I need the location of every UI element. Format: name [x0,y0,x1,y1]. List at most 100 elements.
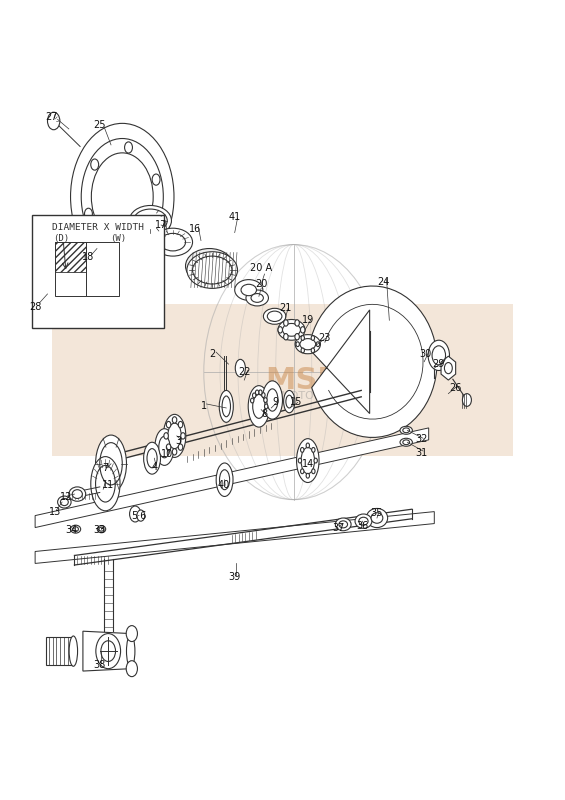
Text: 4: 4 [151,462,158,472]
Circle shape [85,208,93,219]
Circle shape [146,223,154,234]
Ellipse shape [295,334,320,354]
Text: 39: 39 [229,572,241,582]
Ellipse shape [163,414,186,458]
Text: 13: 13 [49,506,61,517]
Text: MSP: MSP [265,366,340,394]
Circle shape [166,444,171,450]
Circle shape [179,444,182,450]
Ellipse shape [251,294,263,302]
Circle shape [91,159,99,170]
Ellipse shape [185,249,233,284]
Circle shape [278,326,282,333]
Circle shape [262,393,265,398]
Text: (D): (D) [53,234,69,243]
Circle shape [264,398,267,402]
Text: 40: 40 [218,480,229,490]
Circle shape [306,443,310,448]
Ellipse shape [160,234,185,251]
Polygon shape [35,428,429,527]
Text: 30: 30 [420,349,432,358]
Text: 28: 28 [29,302,41,312]
Circle shape [179,422,182,428]
Circle shape [316,342,320,346]
Ellipse shape [297,438,319,482]
Text: 22: 22 [238,367,250,377]
Circle shape [311,335,315,340]
Text: 23: 23 [319,333,331,343]
Ellipse shape [127,635,135,667]
Circle shape [255,390,259,395]
Ellipse shape [95,435,127,493]
Circle shape [298,458,302,463]
Circle shape [126,626,137,642]
Text: 31: 31 [416,448,428,458]
Circle shape [428,340,450,370]
Text: 26: 26 [450,383,462,393]
Ellipse shape [253,394,265,418]
Circle shape [129,506,141,522]
Bar [52,304,513,456]
Text: 20 A: 20 A [250,263,272,274]
Text: 7: 7 [102,462,108,473]
Circle shape [172,449,177,455]
Ellipse shape [235,359,245,377]
Circle shape [284,334,288,340]
Polygon shape [83,631,131,671]
Text: 11: 11 [102,480,114,490]
Circle shape [71,123,174,270]
Text: 8: 8 [262,410,268,419]
Ellipse shape [400,438,412,446]
Text: 15: 15 [290,398,302,407]
Ellipse shape [219,390,233,422]
Text: (W): (W) [110,234,126,243]
Text: 29: 29 [433,359,445,369]
Polygon shape [35,512,434,563]
Ellipse shape [400,426,412,434]
Text: 21: 21 [279,303,292,314]
Ellipse shape [278,319,305,340]
Circle shape [301,335,305,340]
Text: 1: 1 [201,401,207,410]
Text: 19: 19 [302,315,314,326]
Text: 27: 27 [46,112,58,122]
Circle shape [166,422,171,428]
Circle shape [96,634,120,669]
Text: 20: 20 [255,279,267,290]
Circle shape [301,469,304,474]
Polygon shape [46,637,73,666]
Ellipse shape [234,280,263,300]
Ellipse shape [241,284,257,296]
Circle shape [33,288,45,304]
Text: 12: 12 [60,492,72,502]
Text: 41: 41 [229,212,241,222]
Circle shape [306,474,310,478]
Text: 3: 3 [175,437,181,446]
Ellipse shape [267,389,278,411]
Text: 9: 9 [273,398,279,407]
Polygon shape [309,286,437,438]
Text: 14: 14 [302,458,314,469]
Circle shape [172,417,177,423]
Ellipse shape [339,521,347,528]
Ellipse shape [187,252,237,288]
Circle shape [314,458,318,463]
Ellipse shape [144,442,160,474]
Circle shape [312,447,315,452]
Ellipse shape [153,228,193,256]
Ellipse shape [301,447,315,474]
Circle shape [137,510,145,521]
Ellipse shape [359,518,368,525]
Text: 17: 17 [155,220,168,230]
Text: 32: 32 [416,434,428,444]
Text: 10: 10 [161,450,173,459]
Ellipse shape [246,290,268,306]
Text: 5·6: 5·6 [132,510,147,521]
Circle shape [284,320,288,326]
Ellipse shape [366,509,388,527]
Ellipse shape [91,457,120,511]
Bar [55,242,86,296]
Text: 33: 33 [94,525,106,535]
Ellipse shape [216,463,233,497]
Text: 37: 37 [333,522,345,533]
